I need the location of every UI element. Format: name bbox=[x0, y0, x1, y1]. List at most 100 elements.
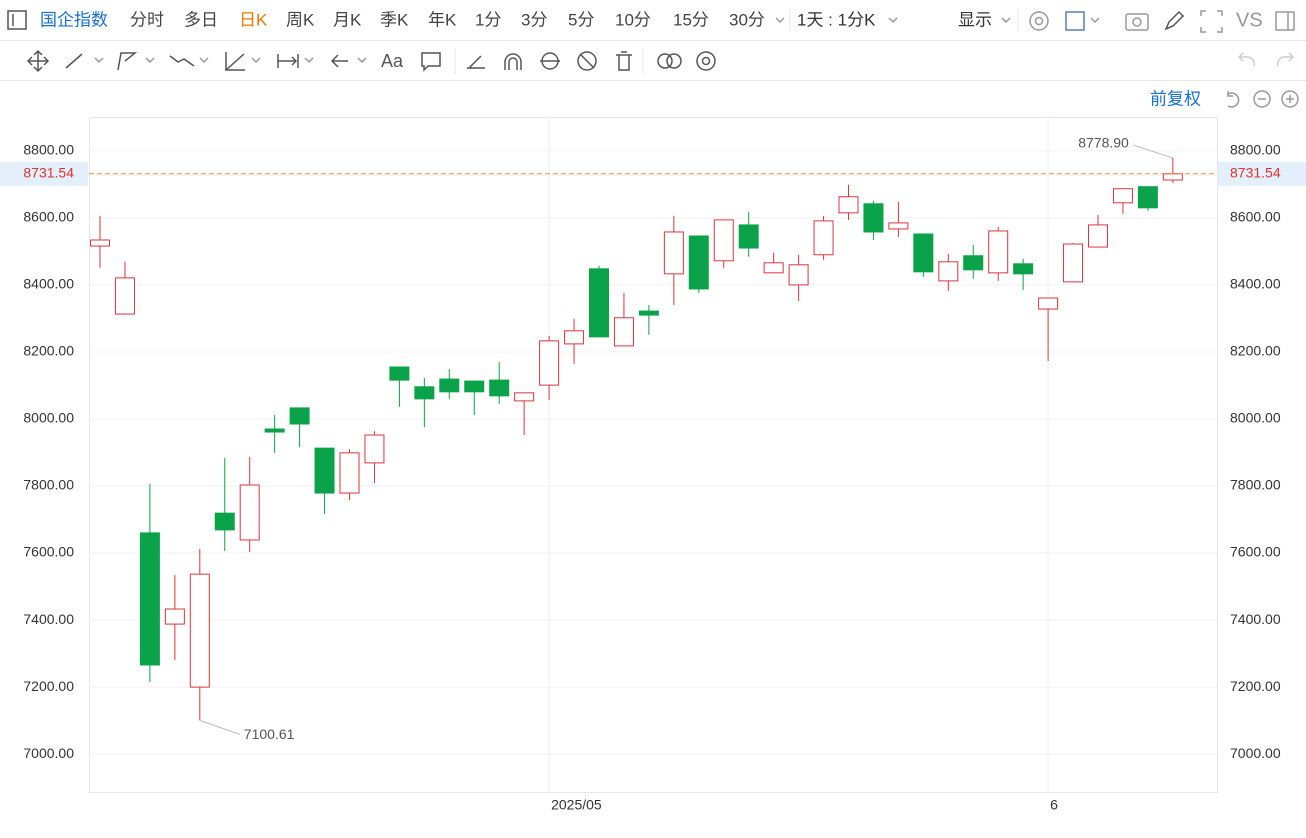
fullscreen-icon[interactable] bbox=[1200, 10, 1223, 33]
y-tick-label: 8200.00 bbox=[23, 343, 74, 359]
high-label: 8778.90 bbox=[1078, 135, 1129, 151]
candle-body bbox=[339, 452, 360, 494]
chevron bbox=[888, 17, 898, 24]
adjust[interactable]: 前复权 bbox=[1150, 89, 1201, 108]
y-tick-label-right: 8400.00 bbox=[1230, 276, 1281, 292]
y-tick-label-right: 7200.00 bbox=[1230, 678, 1281, 694]
candle-body bbox=[90, 239, 110, 247]
candle-body bbox=[1112, 188, 1133, 204]
note-tool[interactable] bbox=[421, 52, 441, 72]
display[interactable]: 显示 bbox=[958, 10, 992, 29]
candle-body bbox=[214, 512, 235, 531]
magnet-tool[interactable] bbox=[504, 53, 522, 70]
pen-icon[interactable] bbox=[1164, 10, 1185, 31]
tab[interactable]: 周K bbox=[286, 10, 315, 29]
tab[interactable]: 5分 bbox=[568, 10, 594, 29]
candle-body bbox=[613, 317, 634, 347]
tab[interactable]: 多日 bbox=[184, 10, 218, 29]
line-tool[interactable] bbox=[65, 53, 83, 69]
undo[interactable] bbox=[1237, 52, 1256, 67]
delete-tool[interactable] bbox=[616, 51, 632, 71]
candle-body bbox=[1162, 173, 1183, 181]
arrow-tool[interactable] bbox=[330, 54, 348, 68]
chevron bbox=[251, 57, 261, 64]
candle-body bbox=[738, 224, 759, 249]
candle-body bbox=[1038, 297, 1059, 310]
y-tick-label: 8000.00 bbox=[23, 410, 74, 426]
y-tick-label: 8800.00 bbox=[23, 142, 74, 158]
y-tick-label-right: 8200.00 bbox=[1230, 343, 1281, 359]
compare-tool-b bbox=[666, 53, 682, 69]
candle-body bbox=[713, 219, 734, 262]
y-tick-label: 7400.00 bbox=[23, 611, 74, 627]
measure-tool[interactable] bbox=[277, 54, 299, 68]
y-tick-label-right: 8600.00 bbox=[1230, 209, 1281, 225]
candle-body bbox=[314, 447, 335, 494]
reset-icon[interactable] bbox=[1227, 91, 1240, 108]
text-tool[interactable]: Aa bbox=[381, 51, 404, 71]
settings-icon-core bbox=[1034, 16, 1044, 26]
chevron bbox=[145, 57, 155, 64]
tab[interactable]: 3分 bbox=[521, 10, 547, 29]
candle-body bbox=[514, 392, 535, 402]
redo[interactable] bbox=[1276, 52, 1295, 67]
candle-body bbox=[663, 231, 684, 275]
x-tick-label: 6 bbox=[1050, 797, 1058, 813]
y-tick-label: 8600.00 bbox=[23, 209, 74, 225]
candle-body bbox=[763, 262, 784, 274]
tab[interactable]: 季K bbox=[380, 10, 409, 29]
zoom-in[interactable] bbox=[1281, 90, 1299, 108]
chevron bbox=[1001, 17, 1011, 24]
candle-body bbox=[913, 233, 934, 273]
chevron bbox=[357, 57, 367, 64]
y-tick-label-right: 7600.00 bbox=[1230, 544, 1281, 560]
plot-frame bbox=[89, 117, 1218, 793]
compare[interactable]: VS bbox=[1236, 9, 1263, 31]
y-tick-label-right: 8000.00 bbox=[1230, 410, 1281, 426]
tab[interactable]: 10分 bbox=[615, 10, 651, 29]
drawing-tools: Aa bbox=[26, 48, 1295, 74]
tool-settings[interactable] bbox=[696, 51, 716, 71]
tab[interactable]: 分时 bbox=[130, 10, 164, 29]
candle-body bbox=[1137, 186, 1158, 209]
candle-body bbox=[888, 222, 909, 230]
symbol[interactable]: 国企指数 bbox=[40, 10, 108, 29]
layout-icon[interactable] bbox=[1065, 11, 1085, 31]
candle-body bbox=[1013, 263, 1034, 275]
compare-tool[interactable] bbox=[657, 53, 673, 69]
camera-icon[interactable] bbox=[1125, 13, 1149, 31]
high-leader bbox=[1132, 144, 1174, 159]
candle-body bbox=[863, 203, 884, 233]
panel-icon[interactable] bbox=[1275, 11, 1295, 31]
last-price-bg bbox=[0, 161, 88, 186]
tab[interactable]: 年K bbox=[428, 10, 457, 29]
tab[interactable]: 日K bbox=[239, 10, 268, 29]
wave-tool[interactable] bbox=[169, 55, 195, 67]
channel-tool[interactable] bbox=[117, 52, 138, 71]
angle-tool[interactable] bbox=[467, 55, 485, 69]
zoom-out[interactable] bbox=[1253, 90, 1271, 108]
candle-body bbox=[414, 386, 435, 400]
settings-icon[interactable] bbox=[1029, 11, 1049, 31]
hide-tool-bar bbox=[579, 53, 595, 69]
menu-icon[interactable] bbox=[7, 10, 27, 30]
tab[interactable]: 1分 bbox=[475, 10, 501, 29]
candle-body bbox=[963, 255, 984, 271]
last-price-label-right: 8731.54 bbox=[1230, 164, 1281, 180]
candle-body bbox=[788, 264, 809, 286]
candle-body bbox=[464, 380, 485, 393]
plot: 7000.00 7000.00 7200.00 7200.00 7400.00 7400.… bbox=[0, 117, 1306, 813]
y-tick-label-right: 7800.00 bbox=[1230, 477, 1281, 493]
interval[interactable]: 1天 : 1分K bbox=[797, 10, 876, 29]
hide-tool[interactable] bbox=[577, 51, 597, 71]
tab[interactable]: 30分 bbox=[729, 10, 765, 29]
candle-body bbox=[838, 196, 859, 214]
tab[interactable]: 15分 bbox=[673, 10, 709, 29]
tab[interactable]: 月K bbox=[333, 10, 362, 29]
candle-body bbox=[239, 484, 260, 541]
y-tick-label: 7000.00 bbox=[23, 745, 74, 761]
candle-body bbox=[289, 407, 310, 425]
move-icon[interactable] bbox=[26, 49, 50, 73]
fib-tool[interactable] bbox=[225, 52, 245, 71]
